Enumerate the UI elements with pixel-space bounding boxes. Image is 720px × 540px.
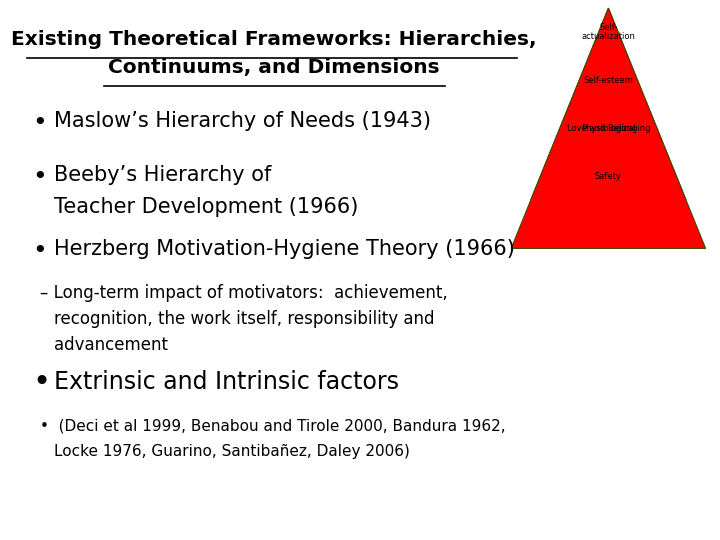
Text: advancement: advancement — [54, 336, 168, 354]
Text: Self-
actualization: Self- actualization — [582, 23, 635, 42]
Text: Herzberg Motivation-Hygiene Theory (1966): Herzberg Motivation-Hygiene Theory (1966… — [54, 239, 515, 259]
Text: – Long-term impact of motivators:  achievement,: – Long-term impact of motivators: achiev… — [40, 284, 447, 301]
Text: •: • — [32, 165, 47, 188]
Text: Locke 1976, Guarino, Santibañez, Daley 2006): Locke 1976, Guarino, Santibañez, Daley 2… — [54, 444, 410, 459]
Text: Physiological: Physiological — [581, 124, 636, 133]
Polygon shape — [550, 104, 667, 152]
Text: Teacher Development (1966): Teacher Development (1966) — [54, 197, 359, 217]
Text: Love and Belonging: Love and Belonging — [567, 124, 650, 133]
Polygon shape — [511, 8, 706, 248]
Text: •: • — [32, 239, 47, 262]
Text: recognition, the work itself, responsibility and: recognition, the work itself, responsibi… — [54, 310, 434, 328]
Text: Self-esteem: Self-esteem — [583, 76, 634, 85]
Text: Safety: Safety — [595, 172, 622, 181]
Text: •  (Deci et al 1999, Benabou and Tirole 2000, Bandura 1962,: • (Deci et al 1999, Benabou and Tirole 2… — [40, 418, 505, 434]
Text: Beeby’s Hierarchy of: Beeby’s Hierarchy of — [54, 165, 271, 185]
Text: •: • — [32, 111, 47, 134]
Text: Extrinsic and Intrinsic factors: Extrinsic and Intrinsic factors — [54, 370, 399, 394]
Text: Existing Theoretical Frameworks: Hierarchies,: Existing Theoretical Frameworks: Hierarc… — [11, 30, 536, 49]
Polygon shape — [570, 56, 647, 104]
Polygon shape — [531, 152, 686, 200]
Text: Maslow’s Hierarchy of Needs (1943): Maslow’s Hierarchy of Needs (1943) — [54, 111, 431, 131]
Text: •: • — [32, 368, 50, 397]
Polygon shape — [589, 8, 628, 56]
Text: Continuums, and Dimensions: Continuums, and Dimensions — [108, 58, 439, 77]
